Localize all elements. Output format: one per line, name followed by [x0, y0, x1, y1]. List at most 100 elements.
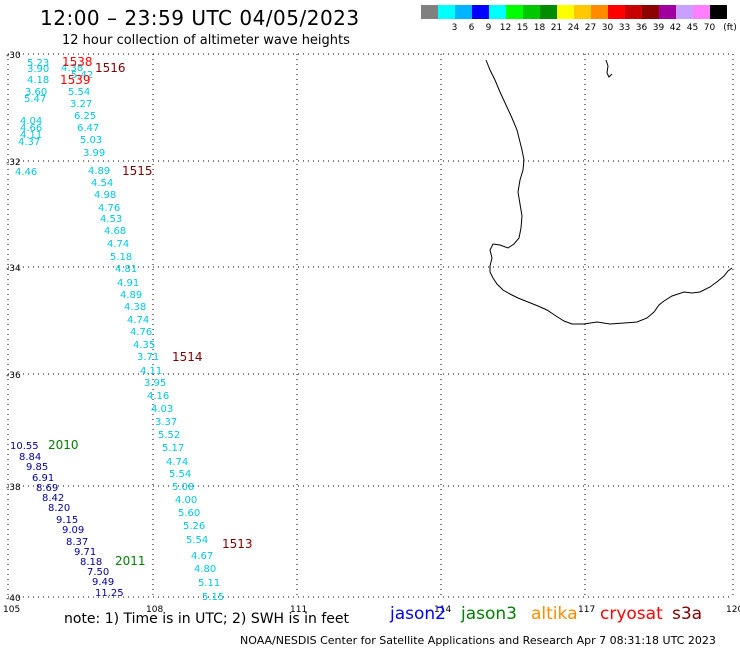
- legend-swatch: [557, 5, 574, 19]
- legend-swatch: [506, 5, 523, 19]
- legend-swatch: [472, 5, 489, 19]
- latitude-label: -30: [6, 51, 21, 61]
- wave-height-label: 6.91: [32, 473, 54, 484]
- wave-height-label: 6.47: [77, 123, 99, 134]
- legend-tick-label: 45: [686, 23, 699, 33]
- legend-swatch: [574, 5, 591, 19]
- legend-tick-label: 27: [584, 23, 597, 33]
- wave-height-label: 5.11: [198, 578, 220, 589]
- legend-swatch: [523, 5, 540, 19]
- wave-height-label: 4.74: [166, 457, 188, 468]
- longitude-label: 111: [290, 605, 307, 615]
- wave-height-label: 5.54: [68, 87, 90, 98]
- wave-height-label: 3.60: [25, 87, 47, 98]
- map-subtitle: 12 hour collection of altimeter wave hei…: [62, 33, 350, 48]
- wave-height-label: 10.55: [10, 441, 39, 452]
- wave-height-label: 8.84: [19, 452, 41, 463]
- longitude-label: 114: [434, 605, 451, 615]
- legend-swatch: [625, 5, 642, 19]
- wave-height-label: 4.76: [130, 327, 152, 338]
- wave-height-label: 3.27: [70, 99, 92, 110]
- legend-tick-label: 3: [451, 23, 458, 33]
- track-time-label: 1538: [62, 55, 93, 69]
- track-time-label: 2011: [115, 554, 146, 568]
- coastline: [485, 59, 733, 325]
- legend-swatch: [540, 5, 557, 19]
- coastline-island: [605, 59, 613, 78]
- wave-height-label: 9.49: [92, 577, 114, 588]
- wave-height-label: 4.38: [61, 63, 83, 74]
- legend-swatch: [659, 5, 676, 19]
- wave-height-label: 4.89: [120, 290, 142, 301]
- wave-height-label: 3.71: [137, 352, 159, 363]
- satellite-name: s3a: [672, 604, 703, 624]
- track-time-label: 1516: [95, 61, 126, 75]
- wave-height-label: 4.11: [140, 366, 162, 377]
- latitude-label: -38: [6, 483, 21, 493]
- wave-height-label: 5.26: [183, 521, 205, 532]
- longitude-label: 120: [726, 605, 740, 615]
- legend-tick-label: 42: [669, 23, 682, 33]
- wave-height-label: 5.52: [158, 430, 180, 441]
- legend-swatch: [608, 5, 625, 19]
- wave-height-label: 4.89: [88, 166, 110, 177]
- wave-height-label: 9.15: [56, 515, 78, 526]
- wave-height-label: 4.53: [100, 214, 122, 225]
- wave-height-label: 3.37: [155, 417, 177, 428]
- wave-height-label: 5.54: [169, 469, 191, 480]
- wave-height-label: 4.74: [107, 239, 129, 250]
- wave-height-label: 8.18: [80, 557, 102, 568]
- wave-height-label: 5.23: [27, 58, 49, 69]
- legend-tick-label: 15: [516, 23, 529, 33]
- longitude-label: 108: [146, 605, 163, 615]
- latitude-label: -32: [6, 158, 21, 168]
- satellite-name: cryosat: [600, 604, 663, 624]
- wave-height-label: 4.37: [18, 137, 40, 148]
- legend-tick-label: 39: [652, 23, 665, 33]
- map-title: 12:00 – 23:59 UTC 04/05/2023: [40, 6, 360, 30]
- legend-swatch: [438, 5, 455, 19]
- credit-line: NOAA/NESDIS Center for Satellite Applica…: [240, 634, 716, 647]
- wave-height-label: 5.17: [162, 443, 184, 454]
- wave-height-label: 4.18: [27, 75, 49, 86]
- graticule: [7, 53, 734, 598]
- wave-height-label: 4.00: [175, 495, 197, 506]
- legend-tick-label: 70: [703, 23, 716, 33]
- wave-height-label: 5.54: [186, 535, 208, 546]
- legend-swatch: [489, 5, 506, 19]
- latitude-label: -40: [6, 594, 21, 604]
- wave-height-label: 8.42: [42, 493, 64, 504]
- wave-height-label: 4.80: [194, 564, 216, 575]
- longitude-label: 105: [3, 605, 20, 615]
- wave-height-label: 4.03: [151, 404, 173, 415]
- wave-height-label: 4.91: [117, 278, 139, 289]
- longitude-label: 117: [578, 605, 595, 615]
- legend-swatch: [642, 5, 659, 19]
- wave-height-label: 4.68: [104, 226, 126, 237]
- legend-tick-label: 33: [618, 23, 631, 33]
- wave-height-label: 8.37: [66, 537, 88, 548]
- wave-height-label: 4.38: [124, 302, 146, 313]
- wave-height-label: 4.81: [115, 264, 137, 275]
- track-time-label: 1539: [60, 73, 91, 87]
- wave-height-label: 4.04: [20, 116, 42, 127]
- footer-note: note: 1) Time is in UTC; 2) SWH is in fe…: [64, 611, 350, 627]
- wave-height-label: 3.99: [83, 148, 105, 159]
- wave-height-label: 5.60: [178, 508, 200, 519]
- legend-swatch: [591, 5, 608, 19]
- wave-height-label: 3.95: [144, 378, 166, 389]
- wave-height-label: 5.47: [24, 94, 46, 105]
- track-time-label: 2010: [48, 438, 79, 452]
- wave-height-label: 4.66: [20, 123, 42, 134]
- legend-swatch: [693, 5, 710, 19]
- legend-tick-label: 36: [635, 23, 648, 33]
- legend-tick-label: 24: [567, 23, 580, 33]
- wave-height-label: 5.03: [80, 135, 102, 146]
- legend-tick-label: 30: [601, 23, 614, 33]
- wave-height-label: 4.74: [127, 315, 149, 326]
- wave-height-label: 8.69: [36, 483, 58, 494]
- legend-tick-label: 6: [468, 23, 475, 33]
- legend-unit: (ft): [723, 23, 737, 33]
